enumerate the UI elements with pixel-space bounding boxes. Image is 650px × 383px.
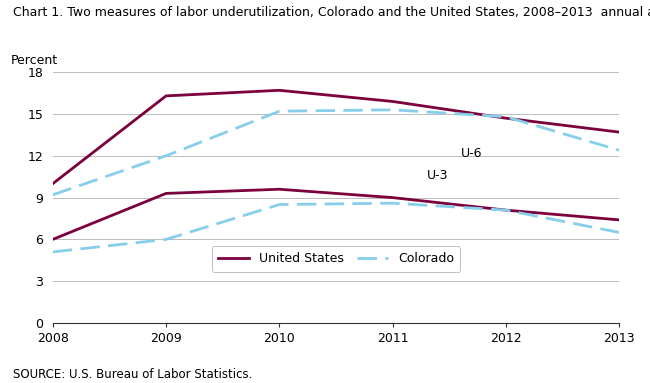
Text: U-3: U-3 <box>426 170 448 182</box>
Legend: United States, Colorado: United States, Colorado <box>212 246 460 272</box>
Text: SOURCE: U.S. Bureau of Labor Statistics.: SOURCE: U.S. Bureau of Labor Statistics. <box>13 368 252 381</box>
Text: Percent: Percent <box>10 54 57 67</box>
Text: U-6: U-6 <box>461 147 482 159</box>
Text: Chart 1. Two measures of labor underutilization, Colorado and the United States,: Chart 1. Two measures of labor underutil… <box>13 6 650 19</box>
